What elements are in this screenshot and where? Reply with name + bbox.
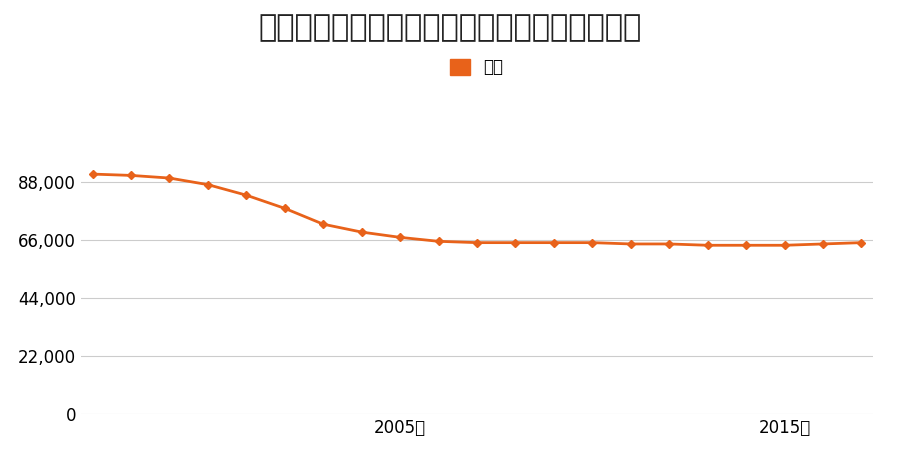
Legend: 価格: 価格 [444, 52, 510, 83]
Text: 福岡県大野城市大池１丁目１５番２の地価推移: 福岡県大野城市大池１丁目１５番２の地価推移 [258, 14, 642, 42]
